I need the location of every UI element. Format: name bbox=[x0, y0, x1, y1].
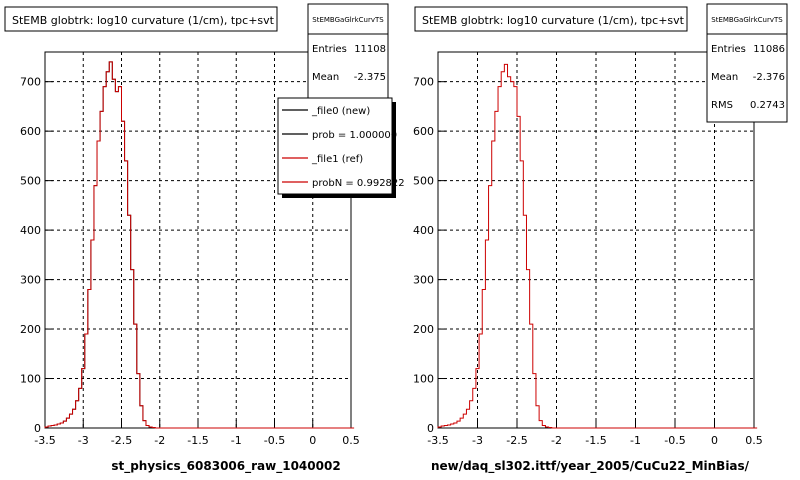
legend: _file0 (new) prob = 1.000000 _file1 (ref) p… bbox=[277, 97, 405, 198]
y-tick-label: 700 bbox=[413, 76, 434, 89]
x-tick-label: -0.5 bbox=[264, 434, 285, 447]
y-tick-label: 600 bbox=[413, 125, 434, 138]
legend-label: _file1 (ref) bbox=[311, 154, 363, 165]
y-tick-label: 700 bbox=[20, 76, 41, 89]
x-tick-label: -2 bbox=[551, 434, 562, 447]
x-tick-label: 0.5 bbox=[342, 434, 360, 447]
stats-value-mean: -2.376 bbox=[753, 72, 785, 83]
x-tick-label: -3 bbox=[78, 434, 89, 447]
chart-title: StEMB globtrk: log10 curvature (1/cm), t… bbox=[12, 14, 275, 27]
y-tick-label: 500 bbox=[413, 175, 434, 188]
x-tick-label: -0.5 bbox=[664, 434, 685, 447]
stats-label-entries: Entries bbox=[312, 44, 347, 55]
x-tick-label: -2.5 bbox=[111, 434, 132, 447]
histogram-panel-right: StEMB globtrk: log10 curvature (1/cm), t… bbox=[413, 3, 788, 474]
histogram-series bbox=[437, 63, 758, 429]
x-tick-label: 0 bbox=[309, 434, 316, 447]
legend-label: prob = 1.000000 bbox=[312, 130, 397, 141]
title-box bbox=[414, 6, 688, 32]
x-axis-label: st_physics_6083006_raw_1040002 bbox=[111, 459, 340, 474]
y-tick-label: 100 bbox=[20, 373, 41, 386]
y-tick-label: 300 bbox=[413, 274, 434, 287]
chart-title: StEMB globtrk: log10 curvature (1/cm), t… bbox=[422, 14, 685, 27]
x-tick-label: -3.5 bbox=[427, 434, 448, 447]
x-tick-label: -2.5 bbox=[506, 434, 527, 447]
x-tick-label: -1 bbox=[630, 434, 641, 447]
stats-name: StEMBGaGlrkCurvTS bbox=[711, 16, 783, 24]
stats-value-mean: -2.375 bbox=[354, 72, 386, 83]
title-box bbox=[4, 6, 278, 32]
x-tick-label: -3 bbox=[472, 434, 483, 447]
x-tick-label: 0.5 bbox=[745, 434, 763, 447]
x-axis-label: new/daq_sl302.ittf/year_2005/CuCu22_MinB… bbox=[431, 459, 750, 474]
y-tick-label: 500 bbox=[20, 175, 41, 188]
plot-area-right: 0 100 200 300 400 500 600 700 -3.5 -3 -2.5 -2 -1.5 -1… bbox=[413, 51, 763, 447]
stats-label-mean: Mean bbox=[312, 72, 339, 83]
histogram-panel-left: StEMB globtrk: log10 curvature (1/cm), t… bbox=[4, 3, 405, 474]
stats-label-rms: RMS bbox=[711, 100, 733, 111]
x-tick-label: 0 bbox=[711, 434, 718, 447]
plot-area-left: 0 100 200 300 400 500 600 700 -3.5 -3 -2.5 -2 -1.5 -1… bbox=[20, 51, 360, 447]
stats-value-entries: 11108 bbox=[354, 44, 386, 55]
stats-box bbox=[307, 3, 389, 99]
x-tick-label: -2 bbox=[154, 434, 165, 447]
stats-value-entries: 11086 bbox=[753, 44, 785, 55]
stats-label-mean: Mean bbox=[711, 72, 738, 83]
y-tick-label: 600 bbox=[20, 125, 41, 138]
y-tick-label: 200 bbox=[20, 323, 41, 336]
x-tick-label: -3.5 bbox=[34, 434, 55, 447]
stats-box bbox=[706, 3, 788, 123]
y-tick-label: 200 bbox=[413, 323, 434, 336]
y-tick-label: 0 bbox=[34, 422, 41, 435]
histogram-series bbox=[44, 61, 355, 429]
y-tick-label: 100 bbox=[413, 373, 434, 386]
stats-value-rms: 0.2743 bbox=[750, 100, 785, 111]
legend-label: _file0 (new) bbox=[311, 106, 370, 117]
x-tick-label: -1.5 bbox=[187, 434, 208, 447]
y-tick-label: 400 bbox=[413, 224, 434, 237]
y-tick-label: 400 bbox=[20, 224, 41, 237]
y-tick-label: 300 bbox=[20, 274, 41, 287]
stats-name: StEMBGaGlrkCurvTS bbox=[312, 16, 384, 24]
y-tick-label: 0 bbox=[427, 422, 434, 435]
legend-label: probN = 0.992822 bbox=[312, 178, 405, 189]
stats-label-entries: Entries bbox=[711, 44, 746, 55]
x-tick-label: -1.5 bbox=[585, 434, 606, 447]
x-tick-label: -1 bbox=[231, 434, 242, 447]
legend-box bbox=[277, 97, 393, 195]
